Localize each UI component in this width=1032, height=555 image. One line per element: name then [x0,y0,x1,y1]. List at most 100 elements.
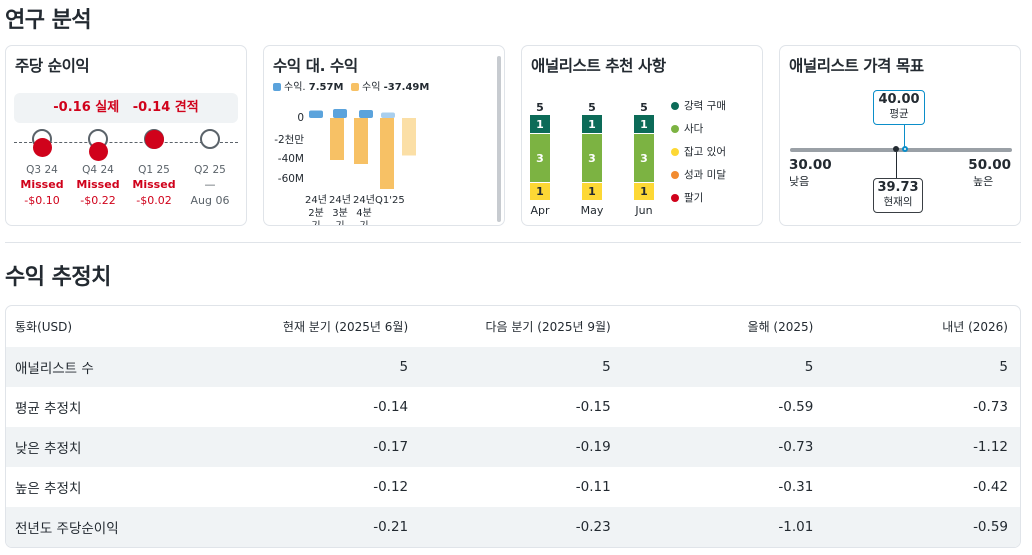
scrollbar[interactable] [497,56,501,222]
eps-quarter-value: -$0.02 [136,194,172,207]
row-label: 높은 추정치 [15,481,82,497]
eps-actual-marker [33,138,52,157]
eps-banner: -0.16 실제 -0.14 견적 [14,93,238,123]
eps-quarter-label: Q4 24 [82,164,114,176]
eps-card[interactable]: 주당 순이익 -0.16 실제 -0.14 견적 Q3 24 Missed -$… [5,45,247,226]
table-cell: -0.21 [260,507,421,547]
average-target-label: 40.00 평균 [873,90,925,125]
rec-hold-bar[interactable]: 1 [530,183,550,200]
table-cell: -0.19 [420,427,623,467]
table-row: 낮은 추정치 -0.17 -0.19 -0.73 -1.12 [6,427,1020,467]
rec-legend-item: 사다 [671,121,703,136]
table-cell: -0.23 [420,507,623,547]
rec-buy-bar[interactable]: 3 [582,134,602,182]
revenue-bar [381,112,395,118]
eps-estimate-value: -0.14 [132,100,171,115]
legend-value: 7.57M [308,82,344,93]
table-cell: -0.14 [373,399,409,415]
eps-quarter-status: Missed [132,178,176,191]
row-label: 낮은 추정치 [6,427,261,467]
revenue-bar [333,109,347,118]
rec-total: 5 [640,101,648,114]
eps-actual-label: 실제 [95,100,120,115]
eps-actual-marker [89,142,108,161]
y-tick-label: -60M [277,173,304,185]
x-tick-label: 24년 4분기 [353,195,375,225]
current-price-label: 39.73 현재의 [873,178,923,213]
earnings-bar [354,118,368,164]
revenue-card[interactable]: 수익 대. 수익 수익. 7.57M 수익 -37.49M 0 -2천만 -40… [263,45,505,226]
y-tick-label: -40M [277,153,304,165]
eps-estimate-marker [200,129,220,149]
table-row: 애널리스트 수 5 5 5 5 [6,347,1020,387]
legend-label: 수익. [284,82,306,93]
low-target-value: 30.00 [789,157,832,173]
section-divider [5,242,1021,243]
earnings-bar [380,118,394,189]
current-connector [896,152,897,178]
high-target-value: 50.00 [968,157,1011,173]
table-cell: -0.59 [778,399,814,415]
price-range-bar [790,148,1012,152]
recommendations-card[interactable]: 애널리스트 추천 사항 5 1 3 1 Apr 5 1 3 1 May 5 1 … [521,45,763,226]
table-row: 전년도 주당순이익 -0.21 -0.23 -1.01 -0.59 [6,507,1020,547]
earnings-bar [330,118,344,160]
eps-actual-marker [145,130,164,149]
rec-strong-buy-bar[interactable]: 1 [530,115,550,133]
table-row: 평균 추정치 -0.14 -0.15 -0.59 -0.73 [6,387,1020,427]
table-cell: -0.12 [373,479,409,495]
column-header: 올해 (2025) [747,320,814,334]
rec-month-label: Apr [530,204,550,217]
legend-swatch [273,83,281,91]
rec-hold-bar[interactable]: 1 [582,183,602,200]
rec-buy-bar[interactable]: 3 [634,134,654,182]
earnings-estimate-table: 통화(USD) 현재 분기 (2025년 6월) 다음 분기 (2025년 9월… [5,305,1021,548]
table-cell: 5 [622,347,826,387]
column-header: 통화(USD) [15,320,73,334]
x-tick-label: 24년 2분기 [305,195,327,225]
table-cell: -0.31 [778,479,814,495]
table-cell: 5 [260,347,421,387]
row-label: 전년도 주당순이익 [6,507,261,547]
column-header: 현재 분기 (2025년 6월) [282,320,409,334]
x-tick-label: 24년 3분기 [329,195,351,225]
eps-estimate-line [14,142,238,143]
eps-quarter-label: Q1 25 [138,164,170,176]
eps-actual-value: -0.16 [53,100,91,115]
table-cell: -0.73 [973,399,1008,415]
row-label: 평균 추정치 [15,401,82,417]
rec-strong-buy-bar[interactable]: 1 [634,115,654,133]
eps-quarter-status: — [204,178,216,191]
rec-legend-item: 강력 구매 [671,98,726,113]
legend-item: 수익 -37.49M [351,78,429,93]
rec-total: 5 [588,101,596,114]
rec-buy-bar[interactable]: 3 [530,134,550,182]
low-target-label: 낮음 [789,175,810,188]
legend-item: 수익. 7.57M [273,78,343,93]
table-cell: -0.11 [575,479,611,495]
table-cell: -1.12 [825,427,1020,467]
rec-total: 5 [536,101,544,114]
table-cell: -0.73 [622,427,826,467]
rec-strong-buy-bar[interactable]: 1 [582,115,602,133]
eps-quarter-value: Aug 06 [190,194,230,207]
eps-estimate-label: 견적 [174,100,199,115]
revenue-bar [309,110,323,118]
earnings-bar [402,118,416,156]
revenue-bar [359,110,373,118]
table-cell: -0.59 [825,507,1020,547]
section-title: 수익 추정치 [5,265,111,290]
average-target-marker [902,146,908,152]
price-target-title: 애널리스트 가격 목표 [789,57,924,75]
legend-value: -37.49M [383,82,430,93]
rec-legend-item: 팔기 [671,190,703,205]
rec-legend-item: 잡고 있어 [671,144,726,159]
table-cell: 5 [420,347,623,387]
revenue-chart [306,109,464,189]
rec-hold-bar[interactable]: 1 [634,183,654,200]
table-cell: -0.17 [260,427,421,467]
x-tick-label: Q1'25 [375,195,405,206]
price-target-card[interactable]: 애널리스트 가격 목표 40.00 평균 39.73 현재의 30.00 낮음 50… [779,45,1021,226]
table-cell: -0.15 [575,399,611,415]
table-cell: -1.01 [622,507,826,547]
